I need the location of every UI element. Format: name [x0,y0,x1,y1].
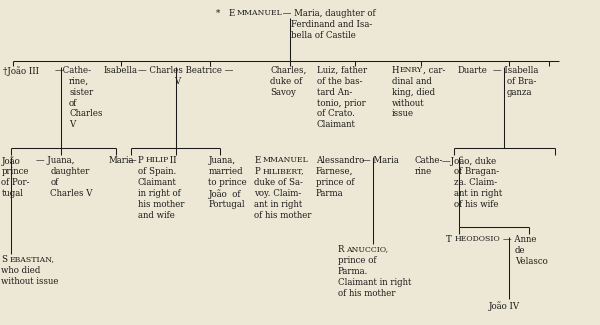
Text: tonio, prior: tonio, prior [317,98,365,108]
Text: João IV: João IV [489,301,520,311]
Text: daughter: daughter [50,167,89,176]
Text: issue: issue [392,110,413,118]
Text: HEODOSIO: HEODOSIO [454,235,500,243]
Text: Claimant: Claimant [317,120,356,129]
Text: HILIP: HILIP [146,156,169,164]
Text: Alessandro: Alessandro [316,156,364,165]
Text: II: II [167,156,176,165]
Text: who died: who died [1,266,41,275]
Text: H: H [392,66,399,75]
Text: to prince: to prince [208,178,247,187]
Text: P: P [138,156,143,165]
Text: —Cathe-: —Cathe- [54,66,91,75]
Text: S: S [1,255,7,264]
Text: Luiz, father: Luiz, father [317,66,367,75]
Text: prince of: prince of [338,256,376,265]
Text: Charles V: Charles V [50,189,92,198]
Text: duke of Sa-: duke of Sa- [254,178,303,187]
Text: — Charles Beatrice —: — Charles Beatrice — [138,66,233,75]
Text: E: E [254,156,260,165]
Text: V: V [69,120,76,129]
Text: ant in right: ant in right [254,200,302,209]
Text: Parma: Parma [316,189,344,198]
Text: P: P [254,167,260,176]
Text: of the bas-: of the bas- [317,77,362,86]
Text: Portugal: Portugal [208,200,245,209]
Text: sister: sister [69,88,94,97]
Text: EBASTIAN,: EBASTIAN, [10,255,55,263]
Text: — Isabella: — Isabella [493,66,538,75]
Text: rine: rine [415,167,432,176]
Text: Cathe-: Cathe- [415,156,443,165]
Text: of his mother: of his mother [338,289,395,298]
Text: E: E [229,9,235,18]
Text: king, died: king, died [392,88,434,97]
Text: ganza: ganza [507,88,533,97]
Text: HILIBERT,: HILIBERT, [262,167,304,175]
Text: of Crato.: of Crato. [317,110,355,118]
Text: without issue: without issue [1,277,59,286]
Text: Parma.: Parma. [338,267,368,276]
Text: MMANUEL: MMANUEL [262,156,308,164]
Text: Maria: Maria [109,156,134,165]
Text: rine,: rine, [69,77,89,86]
Text: married: married [208,167,243,176]
Text: — Maria: — Maria [362,156,398,165]
Text: duke of: duke of [270,77,302,86]
Text: V: V [173,77,180,86]
Text: bella of Castile: bella of Castile [280,31,356,40]
Text: tugal: tugal [1,189,23,198]
Text: ENRY: ENRY [400,66,422,74]
Text: of Por-: of Por- [1,178,30,187]
Text: —João, duke: —João, duke [442,156,497,166]
Text: of: of [50,178,58,187]
Text: prince: prince [1,167,29,176]
Text: of his mother: of his mother [254,211,312,220]
Text: in right of: in right of [138,189,181,198]
Text: ANUCCIO,: ANUCCIO, [346,245,388,253]
Text: T: T [446,235,452,244]
Text: of Bragan-: of Bragan- [454,167,499,176]
Text: de: de [515,246,526,255]
Text: dinal and: dinal and [392,77,431,86]
Text: Charles: Charles [69,110,103,118]
Text: Juana,: Juana, [208,156,236,165]
Text: *: * [217,9,223,18]
Text: Savoy: Savoy [270,88,296,97]
Text: Claimant in right: Claimant in right [338,278,411,287]
Text: — Maria, daughter of: — Maria, daughter of [280,9,376,18]
Text: — Anne: — Anne [503,235,536,244]
Text: of Bra-: of Bra- [507,77,536,86]
Text: Claimant: Claimant [138,178,176,187]
Text: Ferdinand and Isa-: Ferdinand and Isa- [280,20,373,29]
Text: R: R [338,245,344,254]
Text: João: João [1,156,20,166]
Text: voy. Claim-: voy. Claim- [254,189,301,198]
Text: Farnese,: Farnese, [316,167,353,176]
Text: Charles,: Charles, [270,66,307,75]
Text: Isabella: Isabella [104,66,138,75]
Text: ant in right: ant in right [454,189,503,198]
Text: Velasco: Velasco [515,257,548,266]
Text: †João III: †João III [4,66,40,76]
Text: of his wife: of his wife [454,200,499,209]
Text: of Spain.: of Spain. [138,167,176,176]
Text: — Juana,: — Juana, [36,156,75,165]
Text: , car-: , car- [424,66,446,75]
Text: João  of: João of [208,189,241,199]
Text: prince of: prince of [316,178,355,187]
Text: without: without [392,98,424,108]
Text: of: of [69,98,77,108]
Text: tard An-: tard An- [317,88,352,97]
Text: —: — [128,156,136,165]
Text: and wife: and wife [138,211,175,220]
Text: his mother: his mother [138,200,184,209]
Text: MMANUEL: MMANUEL [236,9,282,17]
Text: za. Claim-: za. Claim- [454,178,497,187]
Text: Duarte: Duarte [457,66,487,75]
